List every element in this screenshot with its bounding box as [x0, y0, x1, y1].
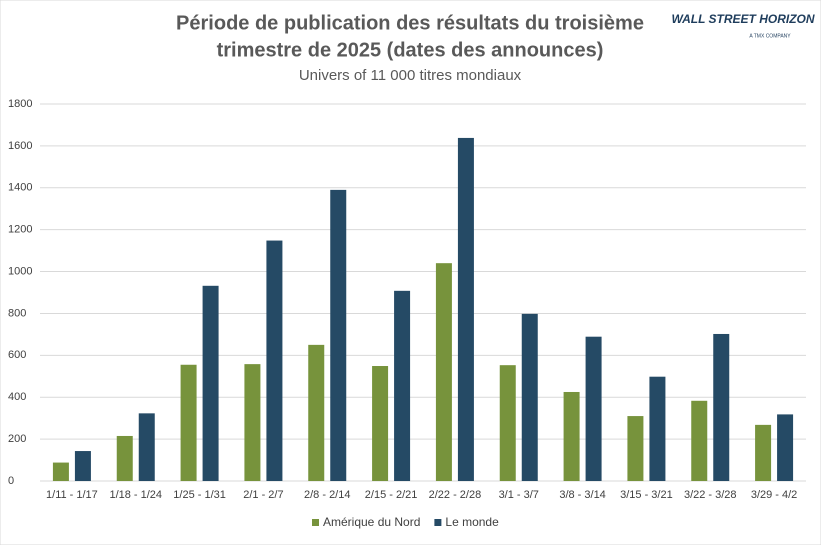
chart-title: trimestre de 2025 (dates des announces)	[217, 39, 604, 61]
bar	[372, 366, 389, 481]
bar	[138, 413, 155, 481]
bar	[777, 414, 794, 481]
legend-swatch	[434, 519, 442, 526]
bar	[499, 365, 516, 481]
bar	[627, 416, 644, 481]
bar	[244, 364, 261, 481]
x-tick-label: 3/29 - 4/2	[751, 489, 797, 501]
bar	[691, 400, 708, 481]
bar	[755, 424, 772, 481]
x-tick-label: 2/15 - 2/21	[365, 489, 418, 501]
bar	[330, 189, 347, 481]
bar	[116, 435, 133, 481]
bar	[52, 462, 69, 481]
bar	[202, 285, 219, 481]
bar	[457, 137, 474, 481]
x-tick-label: 2/1 - 2/7	[243, 489, 283, 501]
y-tick-label: 0	[8, 475, 14, 487]
y-tick-label: 1800	[8, 98, 32, 110]
logo-name: WALL STREET HORIZON	[671, 12, 814, 26]
x-tick-label: 3/8 - 3/14	[559, 489, 605, 501]
legend-label: Amérique du Nord	[323, 515, 420, 529]
bar	[308, 344, 325, 481]
y-tick-label: 1200	[8, 224, 32, 236]
x-tick-label: 3/15 - 3/21	[620, 489, 673, 501]
legend-label: Le monde	[445, 515, 499, 529]
y-tick-label: 600	[8, 349, 26, 361]
chart-title: Période de publication des résultats du …	[176, 12, 644, 34]
x-tick-label: 1/18 - 1/24	[109, 489, 162, 501]
x-tick-label: 2/22 - 2/28	[429, 489, 482, 501]
bar	[563, 391, 580, 481]
legend-swatch	[312, 519, 319, 526]
bar	[521, 313, 538, 481]
y-tick-label: 1600	[8, 140, 32, 152]
bar	[435, 263, 452, 481]
y-tick-label: 800	[8, 307, 26, 319]
x-tick-label: 3/1 - 3/7	[499, 489, 539, 501]
x-tick-label: 3/22 - 3/28	[684, 489, 737, 501]
bar	[649, 376, 666, 481]
chart-subtitle: Univers of 11 000 titres mondiaux	[299, 67, 522, 84]
bar	[394, 290, 411, 481]
x-tick-label: 1/11 - 1/17	[46, 489, 98, 501]
x-tick-label: 2/8 - 2/14	[304, 489, 350, 501]
bar	[180, 364, 197, 481]
bar	[266, 240, 283, 481]
y-tick-label: 400	[8, 391, 26, 403]
bar	[713, 333, 730, 481]
y-tick-label: 1000	[8, 265, 32, 277]
x-tick-label: 1/25 - 1/31	[173, 489, 226, 501]
logo-tagline: A TMX COMPANY	[749, 33, 791, 39]
bar	[585, 336, 602, 481]
y-tick-label: 200	[8, 433, 26, 445]
y-tick-label: 1400	[8, 182, 32, 194]
bar	[74, 451, 91, 481]
